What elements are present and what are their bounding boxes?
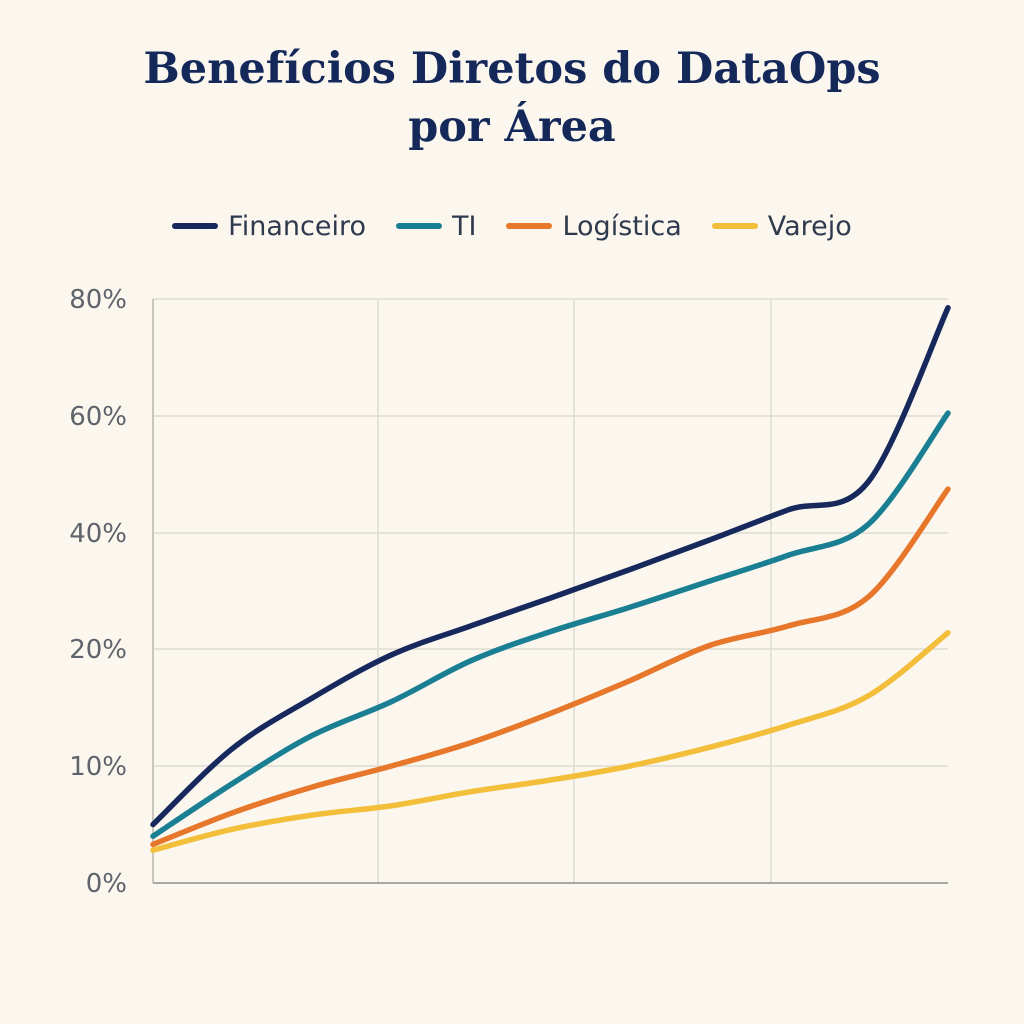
tick-label-layer: 0% 10% 20% 40% 60% 80%	[69, 285, 127, 899]
series-layer	[150, 305, 951, 853]
y-tick-label-60-: 60%	[69, 402, 127, 432]
series-line-ti	[150, 410, 951, 839]
y-tick-label-40-: 40%	[69, 519, 127, 549]
legend-swatch-financeiro	[172, 223, 219, 229]
y-tick-label-0-: 0%	[86, 869, 127, 899]
grid-layer	[153, 298, 948, 883]
legend-label-varejo: Varejo	[767, 210, 852, 242]
legend-label-financeiro: Financeiro	[228, 210, 366, 242]
legend-label-ti: TI	[452, 210, 477, 242]
legend-item-logistica: Logística	[506, 210, 682, 242]
legend-item-financeiro: Financeiro	[172, 211, 366, 242]
chart-title-line-1: Benefícios Diretos do DataOps	[143, 44, 881, 94]
legend-swatch-ti	[396, 223, 442, 229]
y-tick-label-20-: 20%	[69, 635, 127, 665]
y-tick-label-80-: 80%	[69, 285, 127, 315]
legend-swatch-varejo	[711, 223, 758, 229]
legend-item-varejo: Varejo	[711, 210, 852, 242]
axis-layer	[152, 299, 948, 884]
legend-item-ti: TI	[396, 211, 476, 242]
chart-legend: Financeiro TI Logística Varejo	[0, 202, 1024, 250]
legend-label-logistica: Logística	[562, 210, 682, 242]
series-line-logistica	[150, 486, 951, 848]
series-line-financeiro	[150, 305, 951, 828]
legend-swatch-logistica	[506, 223, 553, 229]
chart-title-line-2: por Área	[408, 102, 616, 152]
chart-title: Benefícios Diretos do DataOps por Área	[0, 40, 1024, 156]
series-line-varejo	[150, 630, 951, 853]
y-tick-label-10-: 10%	[69, 752, 127, 782]
